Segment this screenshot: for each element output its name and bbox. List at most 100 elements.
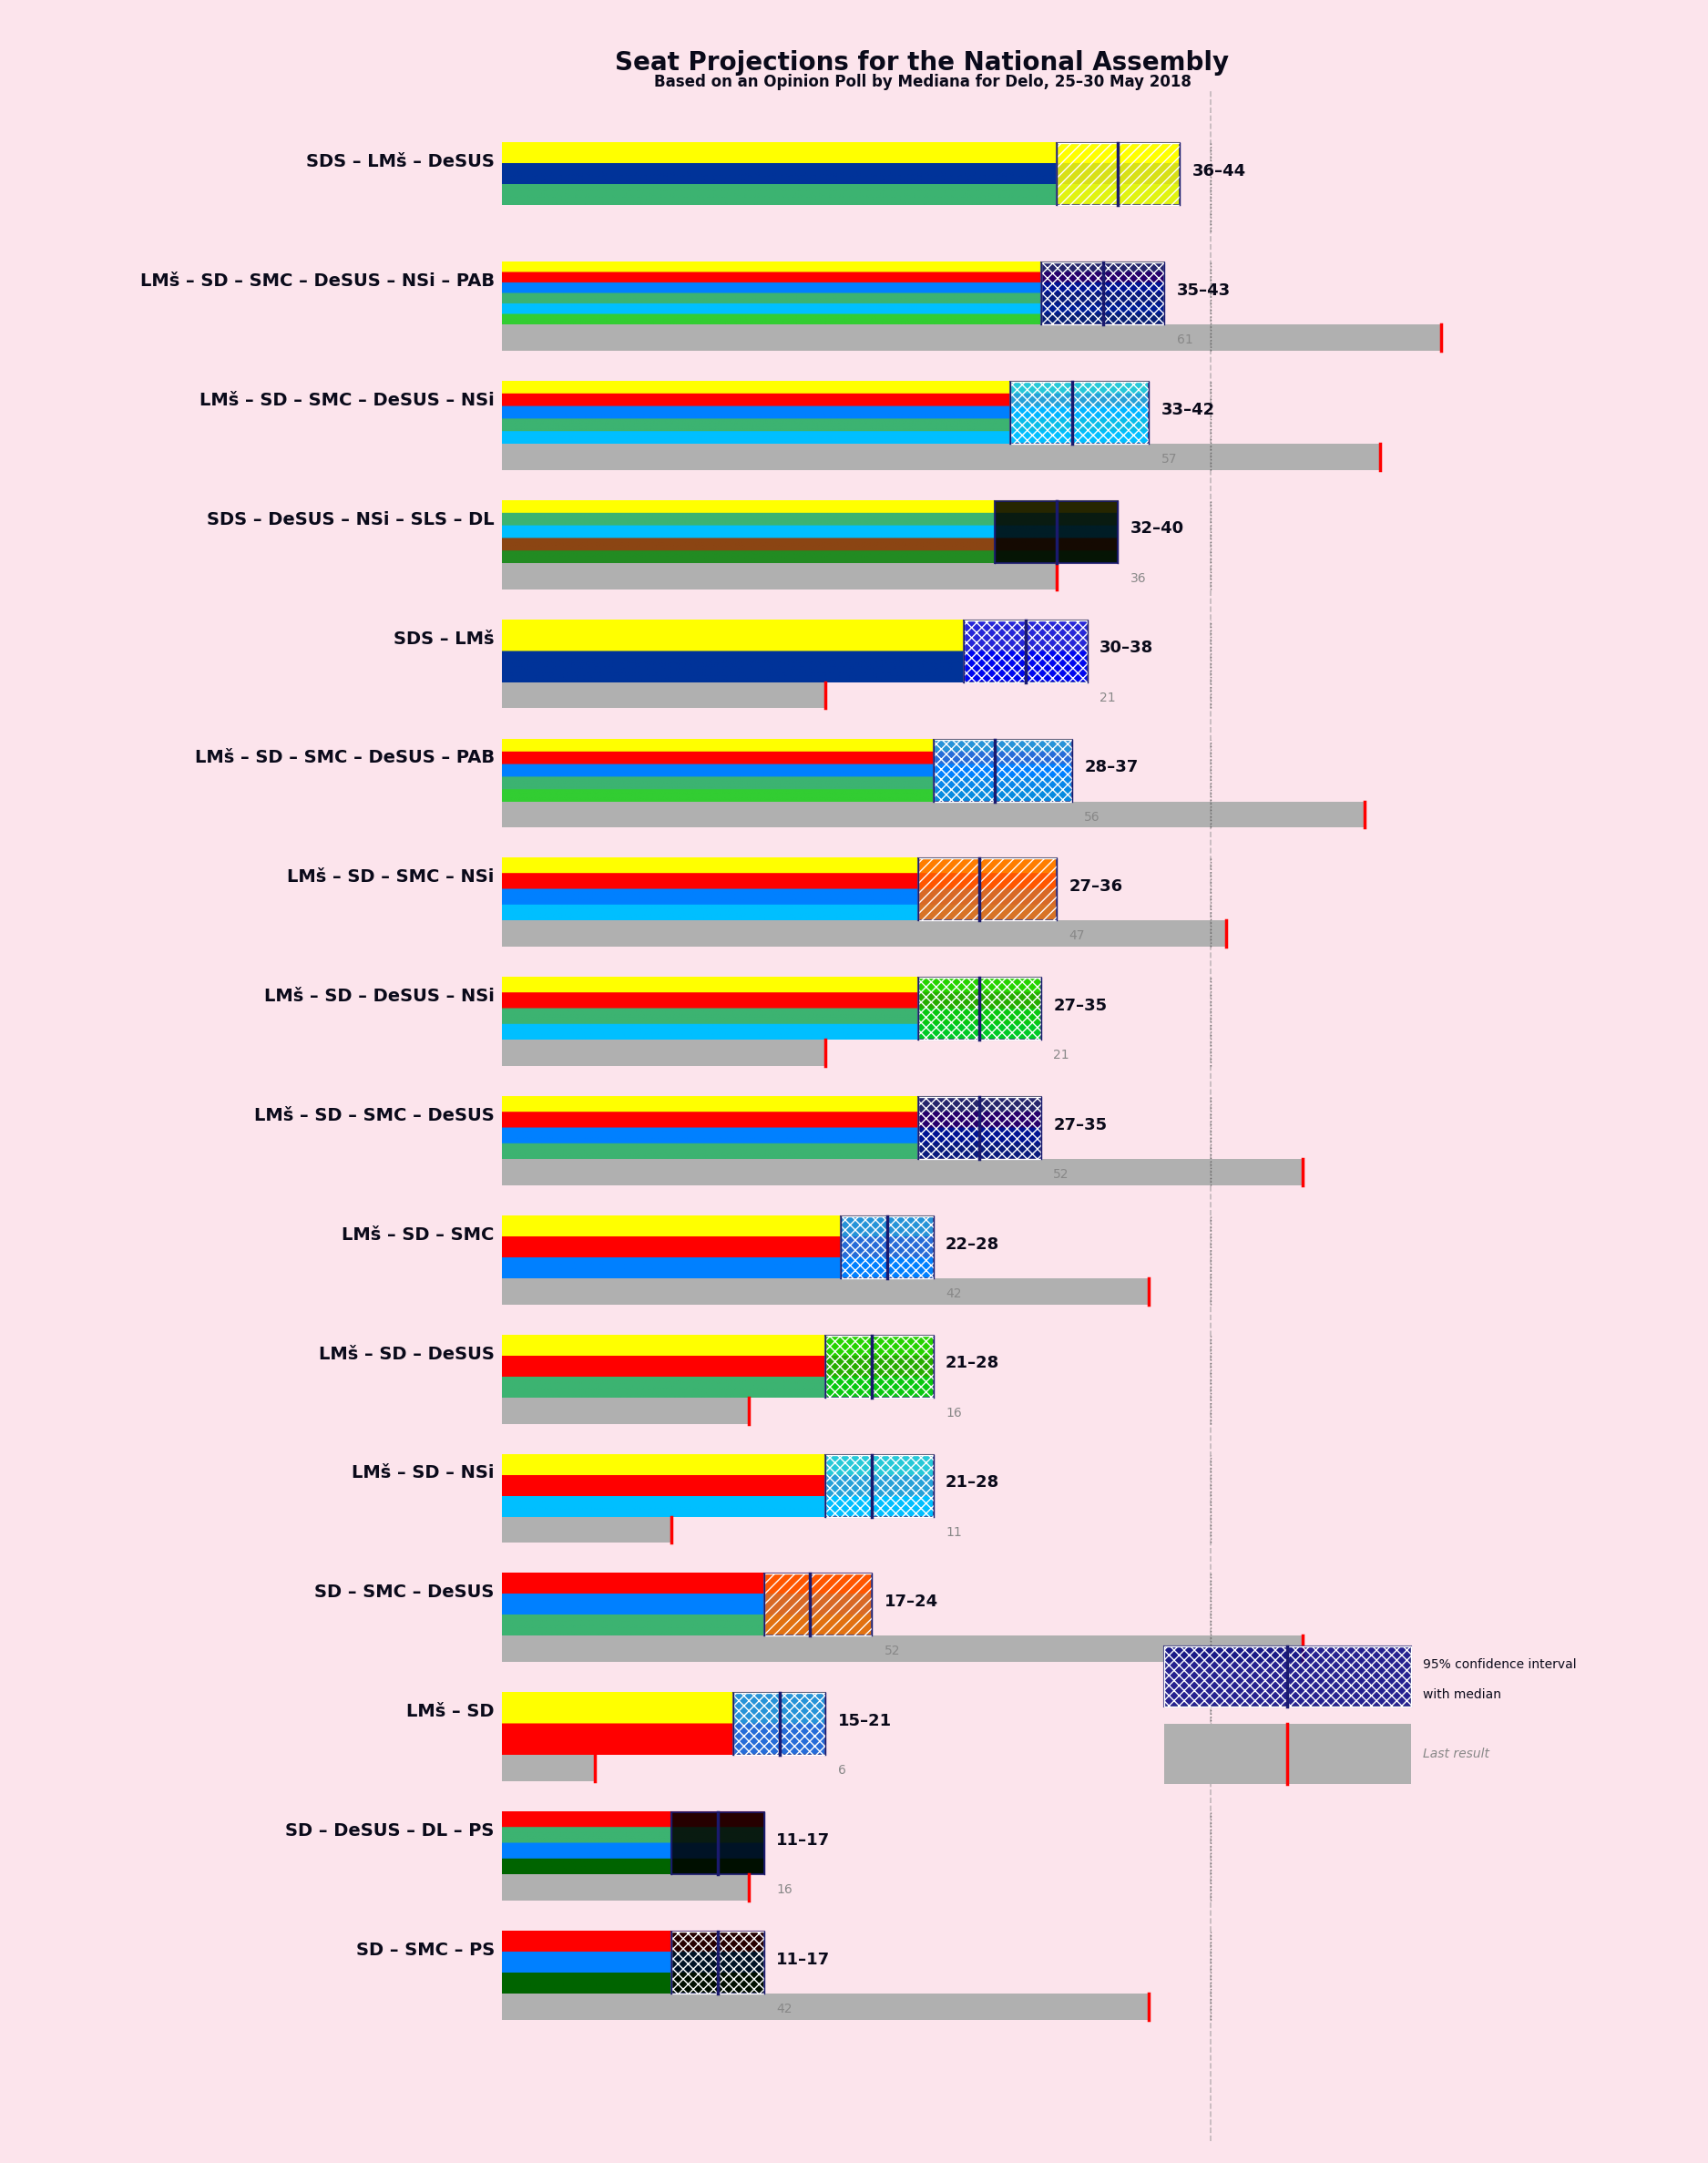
- Text: 21: 21: [1054, 1049, 1069, 1062]
- Text: with median: with median: [1423, 1687, 1501, 1700]
- Bar: [1165, 1646, 1411, 1707]
- Bar: [763, 1575, 871, 1635]
- Text: 57: 57: [1161, 452, 1177, 465]
- Text: 27–36: 27–36: [1069, 878, 1122, 895]
- Bar: [671, 1932, 763, 1994]
- Text: 30–38: 30–38: [1100, 640, 1153, 655]
- Text: 11–17: 11–17: [775, 1832, 830, 1849]
- Bar: [502, 1994, 1149, 2020]
- Bar: [933, 740, 1073, 800]
- Bar: [502, 681, 825, 709]
- Text: 36–44: 36–44: [1192, 162, 1245, 180]
- Text: SDS – LMš: SDS – LMš: [395, 629, 495, 647]
- Bar: [1165, 1724, 1411, 1784]
- Text: 11–17: 11–17: [775, 1951, 830, 1968]
- Text: 28–37: 28–37: [1085, 759, 1138, 777]
- Bar: [917, 978, 1042, 1040]
- Bar: [825, 1456, 933, 1516]
- Text: LMš – SD: LMš – SD: [407, 1702, 495, 1720]
- Bar: [917, 1097, 1042, 1159]
- Bar: [502, 562, 1057, 588]
- Bar: [994, 502, 1119, 562]
- Text: 15–21: 15–21: [839, 1713, 892, 1728]
- Text: LMš – SD – SMC – NSi: LMš – SD – SMC – NSi: [287, 870, 495, 887]
- Text: 27–35: 27–35: [1054, 997, 1107, 1014]
- Bar: [825, 1335, 933, 1397]
- Bar: [917, 978, 1042, 1040]
- Text: 42: 42: [775, 2003, 793, 2016]
- Text: 56: 56: [1085, 811, 1100, 824]
- Text: 52: 52: [885, 1646, 900, 1657]
- Text: 47: 47: [1069, 930, 1085, 943]
- Text: LMš – SD – DeSUS: LMš – SD – DeSUS: [319, 1345, 495, 1363]
- Text: 32–40: 32–40: [1131, 521, 1184, 536]
- Text: 11: 11: [946, 1525, 962, 1538]
- Bar: [933, 740, 1073, 800]
- Text: SDS – DeSUS – NSi – SLS – DL: SDS – DeSUS – NSi – SLS – DL: [207, 510, 495, 528]
- Bar: [825, 1456, 933, 1516]
- Text: LMš – SD – NSi: LMš – SD – NSi: [352, 1464, 495, 1482]
- Bar: [502, 1875, 748, 1901]
- Text: 95% confidence interval: 95% confidence interval: [1423, 1659, 1576, 1670]
- Bar: [502, 1635, 1303, 1661]
- Bar: [1165, 1646, 1411, 1707]
- Text: 21: 21: [1100, 692, 1115, 703]
- Text: 17–24: 17–24: [885, 1594, 938, 1609]
- Text: LMš – SD – SMC – DeSUS – NSi: LMš – SD – SMC – DeSUS – NSi: [200, 392, 495, 409]
- Bar: [502, 1516, 671, 1542]
- Text: Seat Projections for the National Assembly: Seat Projections for the National Assemb…: [615, 50, 1230, 76]
- Text: 33–42: 33–42: [1161, 402, 1214, 417]
- Text: 21–28: 21–28: [946, 1356, 999, 1371]
- Bar: [1042, 262, 1165, 324]
- Bar: [1057, 143, 1180, 205]
- Text: 21–28: 21–28: [946, 1475, 999, 1490]
- Bar: [733, 1694, 825, 1754]
- Bar: [1011, 381, 1149, 443]
- Bar: [502, 1278, 1149, 1304]
- Text: 35–43: 35–43: [1177, 281, 1230, 298]
- Bar: [502, 1159, 1303, 1185]
- Bar: [1057, 143, 1180, 205]
- Text: LMš – SD – SMC – DeSUS – NSi – PAB: LMš – SD – SMC – DeSUS – NSi – PAB: [140, 273, 495, 290]
- Bar: [502, 324, 1442, 350]
- Bar: [502, 921, 1226, 947]
- Text: LMš – SD – SMC – DeSUS: LMš – SD – SMC – DeSUS: [254, 1107, 495, 1125]
- Text: Last result: Last result: [1423, 1748, 1489, 1761]
- Text: SDS – LMš – DeSUS: SDS – LMš – DeSUS: [306, 154, 495, 171]
- Bar: [763, 1575, 871, 1635]
- Text: LMš – SD – DeSUS – NSi: LMš – SD – DeSUS – NSi: [265, 988, 495, 1006]
- Text: 27–35: 27–35: [1054, 1116, 1107, 1133]
- Bar: [502, 1040, 825, 1066]
- Text: SD – SMC – DeSUS: SD – SMC – DeSUS: [314, 1583, 495, 1601]
- Bar: [963, 621, 1088, 681]
- Bar: [733, 1694, 825, 1754]
- Bar: [502, 800, 1365, 828]
- Bar: [1011, 381, 1149, 443]
- Text: 36: 36: [1131, 571, 1146, 584]
- Text: SD – SMC – PS: SD – SMC – PS: [355, 1942, 495, 1960]
- Bar: [840, 1216, 933, 1278]
- Text: 16: 16: [946, 1406, 962, 1419]
- Bar: [917, 859, 1057, 921]
- Text: 52: 52: [1054, 1168, 1069, 1181]
- Text: 16: 16: [775, 1884, 793, 1897]
- Text: 22–28: 22–28: [946, 1235, 999, 1252]
- Text: LMš – SD – SMC – DeSUS – PAB: LMš – SD – SMC – DeSUS – PAB: [195, 748, 495, 766]
- Bar: [917, 1097, 1042, 1159]
- Text: SD – DeSUS – DL – PS: SD – DeSUS – DL – PS: [285, 1821, 495, 1839]
- Bar: [917, 859, 1057, 921]
- Bar: [502, 443, 1380, 469]
- Text: 42: 42: [946, 1287, 962, 1300]
- Bar: [671, 1813, 763, 1875]
- Bar: [502, 1754, 594, 1782]
- Text: 61: 61: [1177, 333, 1192, 346]
- Bar: [963, 621, 1088, 681]
- Bar: [1042, 262, 1165, 324]
- Text: LMš – SD – SMC: LMš – SD – SMC: [342, 1226, 495, 1244]
- Bar: [671, 1932, 763, 1994]
- Bar: [502, 1397, 748, 1423]
- Text: Based on an Opinion Poll by Mediana for Delo, 25–30 May 2018: Based on an Opinion Poll by Mediana for …: [654, 74, 1190, 91]
- Bar: [840, 1216, 933, 1278]
- Text: 6: 6: [839, 1765, 845, 1778]
- Bar: [825, 1335, 933, 1397]
